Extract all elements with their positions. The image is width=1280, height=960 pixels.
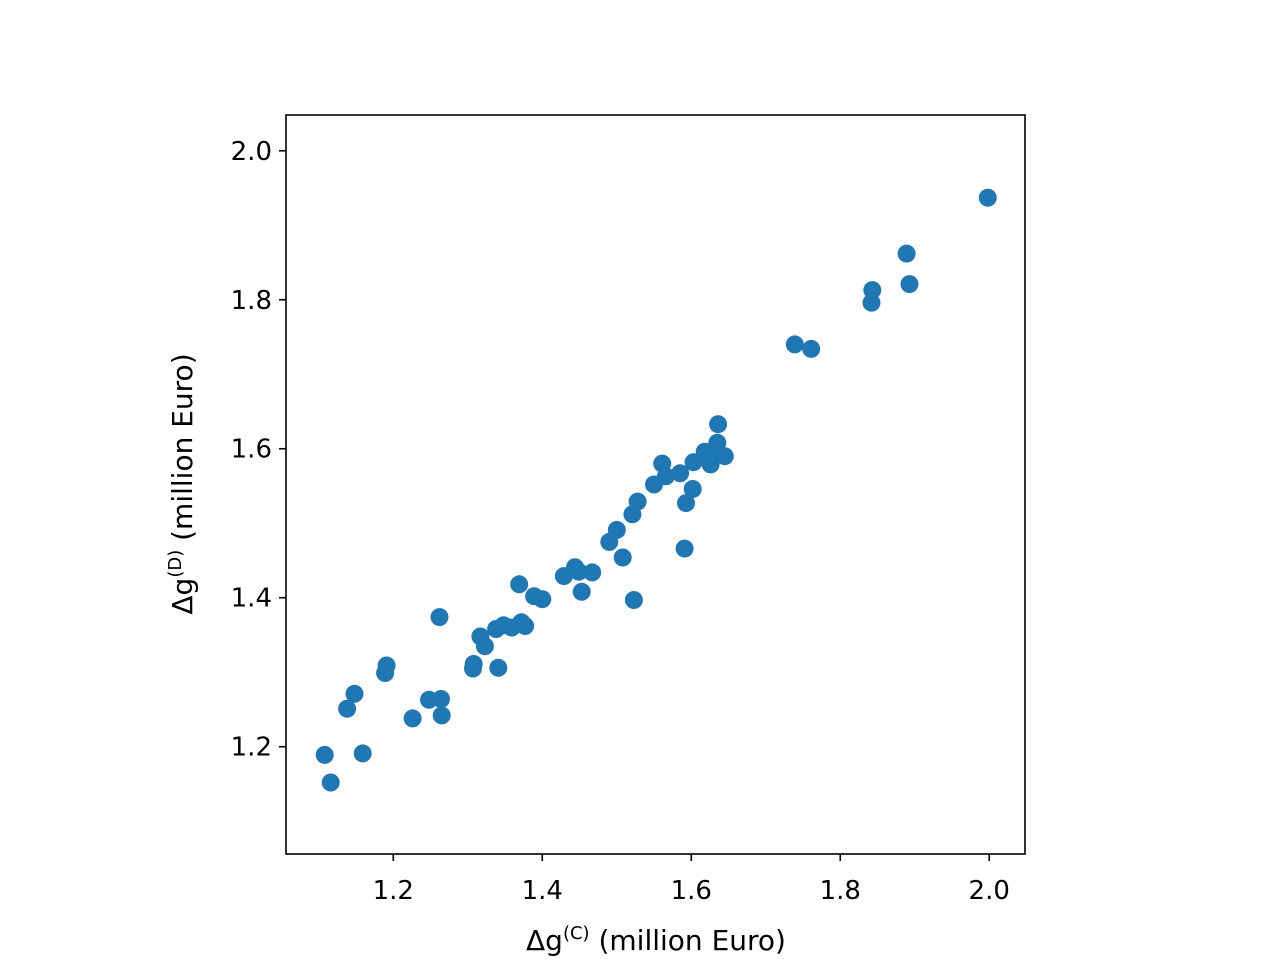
- data-point: [432, 690, 450, 708]
- data-point: [432, 706, 451, 725]
- data-point: [430, 608, 449, 627]
- y-tick-label: 2.0: [231, 137, 272, 167]
- y-tick-label: 1.2: [231, 733, 272, 763]
- data-point: [715, 447, 734, 466]
- x-tick-label: 1.8: [820, 876, 861, 906]
- x-tick-label: 1.6: [671, 876, 712, 906]
- data-point: [708, 433, 727, 452]
- data-point: [403, 709, 422, 728]
- data-point: [569, 562, 588, 581]
- y-tick-label: 1.4: [231, 584, 272, 614]
- data-point: [533, 590, 552, 609]
- data-point: [464, 655, 483, 673]
- x-tick-label: 1.4: [522, 876, 563, 906]
- data-point: [572, 582, 591, 601]
- data-point: [353, 744, 372, 763]
- data-point: [863, 281, 882, 300]
- y-axis-ticks: 1.2 1.4 1.6 1.8 2.0: [231, 137, 286, 763]
- x-tick-label: 1.2: [373, 876, 414, 906]
- x-axis-label: Δg(C) (million Euro): [526, 923, 786, 957]
- y-tick-label: 1.8: [231, 286, 272, 316]
- data-point: [377, 656, 396, 675]
- data-point: [624, 591, 643, 609]
- data-point: [489, 658, 508, 677]
- data-point: [900, 275, 919, 294]
- data-point: [802, 339, 821, 358]
- data-point: [510, 575, 529, 594]
- y-axis-label: Δg(D) (million Euro): [165, 353, 199, 614]
- data-point: [897, 244, 916, 263]
- data-point: [583, 563, 602, 582]
- data-point: [345, 684, 364, 703]
- x-axis-ticks: 1.2 1.4 1.6 1.8 2.0: [373, 854, 1010, 906]
- data-point: [613, 548, 632, 567]
- x-tick-label: 2.0: [969, 876, 1010, 906]
- data-point: [607, 520, 626, 539]
- data-point: [315, 745, 334, 764]
- data-point: [978, 188, 997, 207]
- plot-frame: [285, 114, 1026, 855]
- data-point: [628, 492, 647, 511]
- data-point: [516, 617, 535, 635]
- data-point: [475, 637, 494, 656]
- data-point: [338, 699, 357, 718]
- data-point: [683, 480, 702, 498]
- data-point: [785, 335, 804, 354]
- data-point: [321, 773, 340, 792]
- data-point: [709, 415, 728, 434]
- data-point: [677, 494, 695, 513]
- data-point: [671, 464, 690, 483]
- points-layer: [315, 188, 997, 792]
- y-tick-label: 1.6: [231, 435, 272, 465]
- data-point: [675, 539, 694, 558]
- data-point: [656, 467, 675, 486]
